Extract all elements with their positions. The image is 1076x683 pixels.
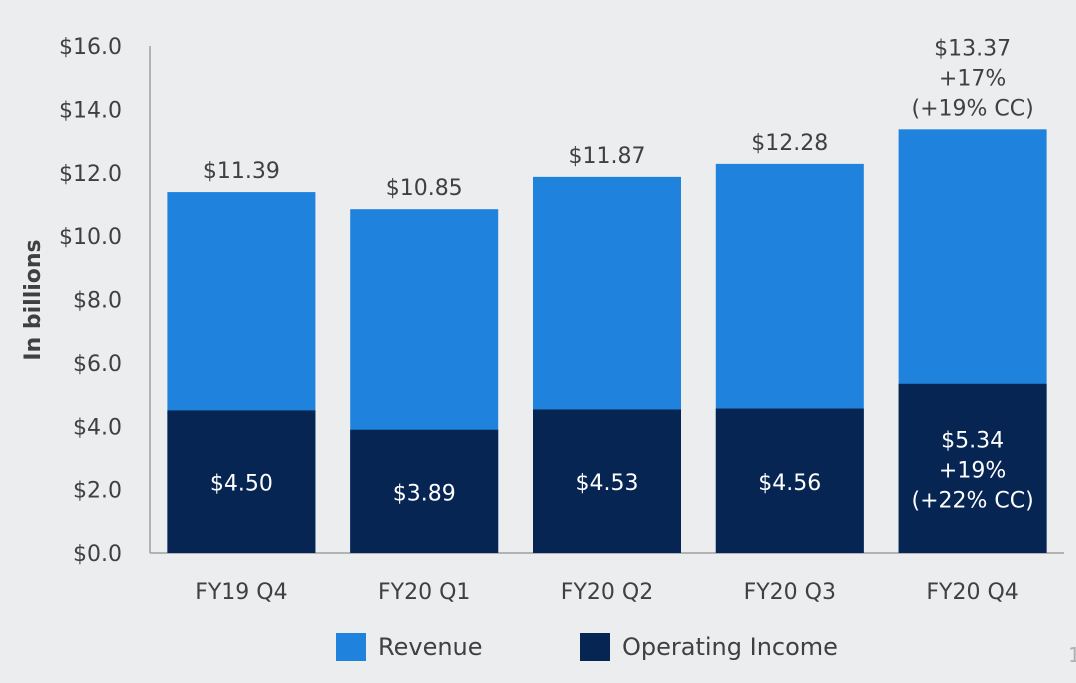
legend: Revenue Operating Income bbox=[336, 633, 838, 661]
data-label-operating-income: $3.89 bbox=[393, 481, 456, 506]
data-labels: $11.39 $4.50 $10.85 $3.89 $11.87 $4.53 $12.28 $… bbox=[203, 36, 1034, 513]
data-label-operating-income: $4.56 bbox=[758, 471, 821, 496]
bar-operating-income bbox=[533, 409, 681, 553]
bar-operating-income bbox=[898, 383, 1047, 553]
data-label-revenue: $11.87 bbox=[569, 144, 646, 169]
bar-operating-income bbox=[715, 408, 864, 553]
x-category-label: FY20 Q3 bbox=[744, 580, 836, 605]
legend-label-revenue: Revenue bbox=[378, 633, 483, 661]
y-axis-title: In billions bbox=[21, 239, 46, 360]
y-tick-label: $6.0 bbox=[73, 352, 122, 377]
y-tick-label: $14.0 bbox=[59, 98, 122, 123]
y-tick-label: $8.0 bbox=[73, 289, 122, 314]
y-tick-label: $2.0 bbox=[73, 479, 122, 504]
legend-label-operating-income: Operating Income bbox=[622, 633, 838, 661]
x-category-label: FY19 Q4 bbox=[195, 580, 287, 605]
data-label-operating-income: $5.34 bbox=[941, 428, 1004, 453]
data-label-operating-income: +19% bbox=[939, 458, 1006, 483]
y-tick-label: $4.0 bbox=[73, 415, 122, 440]
legend-swatch-revenue bbox=[336, 633, 366, 661]
data-label-revenue: $12.28 bbox=[751, 131, 828, 156]
bar-operating-income bbox=[167, 410, 316, 553]
data-label-operating-income: $4.53 bbox=[576, 471, 639, 496]
y-tick-label: $10.0 bbox=[59, 225, 122, 250]
data-label-revenue: (+19% CC) bbox=[911, 96, 1033, 121]
bar-operating-income bbox=[350, 429, 499, 553]
data-label-revenue: $11.39 bbox=[203, 159, 280, 184]
y-tick-label: $0.0 bbox=[73, 542, 122, 567]
page-number: 1 bbox=[1068, 643, 1076, 667]
data-label-revenue: $13.37 bbox=[934, 36, 1011, 61]
x-category-label: FY20 Q1 bbox=[378, 580, 470, 605]
data-label-revenue: +17% bbox=[939, 66, 1006, 91]
y-tick-label: $12.0 bbox=[59, 162, 122, 187]
y-tick-label: $16.0 bbox=[59, 35, 122, 60]
x-axis-labels: FY19 Q4 FY20 Q1 FY20 Q2 FY20 Q3 FY20 Q4 bbox=[195, 580, 1019, 605]
x-category-label: FY20 Q2 bbox=[561, 580, 653, 605]
data-label-operating-income: $4.50 bbox=[210, 472, 273, 497]
data-label-revenue: $10.85 bbox=[386, 176, 463, 201]
data-label-operating-income: (+22% CC) bbox=[911, 488, 1033, 513]
axes: $0.0 $2.0 $4.0 $6.0 $8.0 $10.0 $12.0 $14.0 $16.0 bbox=[59, 35, 1064, 567]
bars bbox=[167, 129, 1047, 554]
legend-swatch-operating-income bbox=[580, 633, 610, 661]
x-category-label: FY20 Q4 bbox=[926, 580, 1018, 605]
